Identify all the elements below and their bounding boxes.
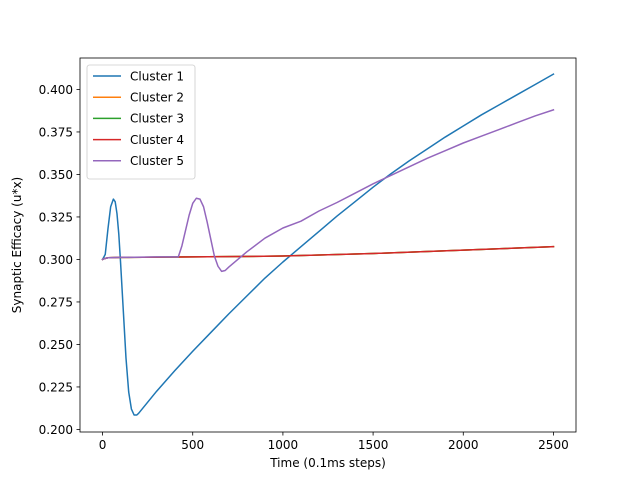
legend: Cluster 1 Cluster 2 Cluster 3 Cluster 4 Clus…: [86, 64, 196, 180]
legend-label: Cluster 2: [130, 91, 184, 105]
legend-label: Cluster 3: [130, 112, 184, 126]
y-tick-label: 0.325: [39, 210, 73, 224]
x-tick-label: 2000: [448, 438, 479, 452]
legend-label: Cluster 4: [130, 133, 184, 147]
y-axis-label: Synaptic Efficacy (u*x): [10, 177, 24, 313]
y-tick-label: 0.300: [39, 253, 73, 267]
legend-label: Cluster 1: [130, 69, 184, 83]
axes-frame: [79, 57, 577, 433]
legend-label: Cluster 5: [130, 154, 184, 168]
y-tick-label: 0.250: [39, 338, 73, 352]
x-tick-label: 2500: [538, 438, 569, 452]
axes: 0 500 1000 1500 2000 2500 0.200 0.225 0.250 0.275…: [39, 57, 577, 452]
y-tick-label: 0.375: [39, 125, 73, 139]
legend-box: [86, 64, 196, 180]
x-tick-label: 1000: [268, 438, 299, 452]
x-tick-label: 1500: [358, 438, 389, 452]
series-line-cluster-1: [101, 73, 555, 416]
x-tick-label: 0: [99, 438, 107, 452]
y-tick-label: 0.225: [39, 380, 73, 394]
plot-area: [101, 73, 555, 416]
y-tick-label: 0.400: [39, 83, 73, 97]
x-tick-label: 500: [181, 438, 204, 452]
y-tick-label: 0.275: [39, 295, 73, 309]
y-tick-label: 0.350: [39, 168, 73, 182]
series-line-cluster-5: [101, 108, 555, 273]
y-tick-label: 0.200: [39, 423, 73, 437]
x-axis-label: Time (0.1ms steps): [269, 456, 386, 470]
